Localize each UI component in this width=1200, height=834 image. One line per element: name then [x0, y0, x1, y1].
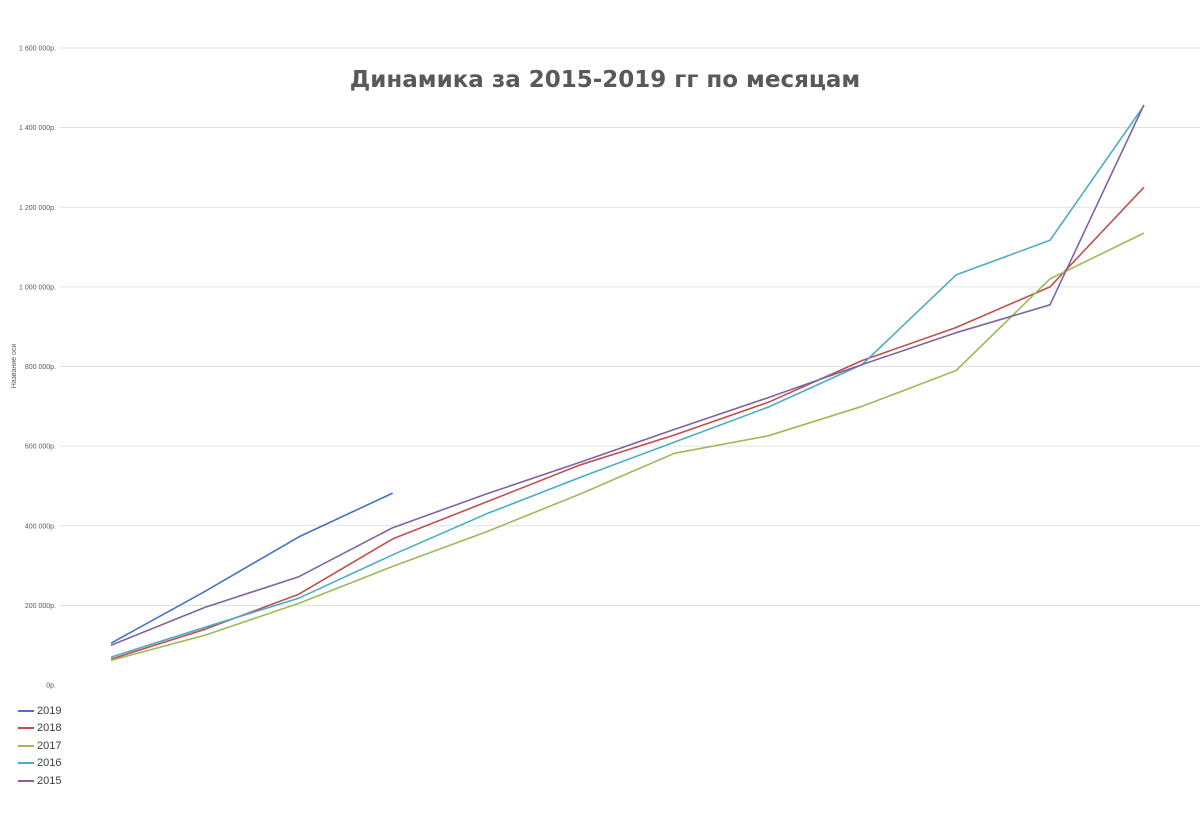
legend-swatch — [18, 744, 34, 747]
series-line-2015 — [110, 104, 1145, 646]
y-axis-title: Название оси — [11, 344, 18, 389]
series-line-2017 — [110, 232, 1145, 662]
legend-item-2015: 2015 — [18, 772, 61, 790]
legend-item-2018: 2018 — [18, 720, 61, 738]
y-tick-label: 600 000р. — [25, 444, 56, 451]
legend-swatch — [18, 762, 34, 765]
legend-label: 2017 — [37, 739, 62, 752]
legend-item-2019: 2019 — [18, 702, 61, 720]
y-axis-tick-labels: 0р. 200 000р. 400 000р. 600 000р. 800 000р. 1… — [19, 46, 56, 690]
series-lines — [110, 104, 1145, 662]
legend-label: 2015 — [37, 774, 62, 787]
legend-swatch — [18, 779, 34, 782]
y-tick-label: 1 400 000р. — [19, 125, 56, 132]
legend: 2019 2018 2017 2016 2015 — [18, 702, 61, 790]
legend-label: 2016 — [37, 757, 62, 770]
legend-swatch — [18, 727, 34, 730]
series-line-2016 — [110, 105, 1145, 658]
legend-item-2017: 2017 — [18, 737, 61, 755]
legend-swatch — [18, 709, 34, 712]
y-tick-label: 0р. — [46, 683, 56, 690]
legend-label: 2018 — [37, 722, 62, 735]
y-tick-label: 400 000р. — [25, 523, 56, 530]
y-tick-label: 1 200 000р. — [19, 205, 56, 212]
series-line-2018 — [110, 186, 1145, 660]
legend-item-2016: 2016 — [18, 755, 61, 773]
y-tick-label: 200 000р. — [25, 603, 56, 610]
y-tick-label: 800 000р. — [25, 364, 56, 371]
y-tick-label: 1 600 000р. — [19, 46, 56, 53]
chart-title: Динамика за 2015-2019 гг по месяцам — [350, 67, 860, 93]
series-line-2019 — [110, 492, 394, 644]
gridlines — [60, 47, 1200, 606]
y-tick-label: 1 000 000р. — [19, 284, 56, 291]
legend-label: 2019 — [37, 704, 62, 717]
